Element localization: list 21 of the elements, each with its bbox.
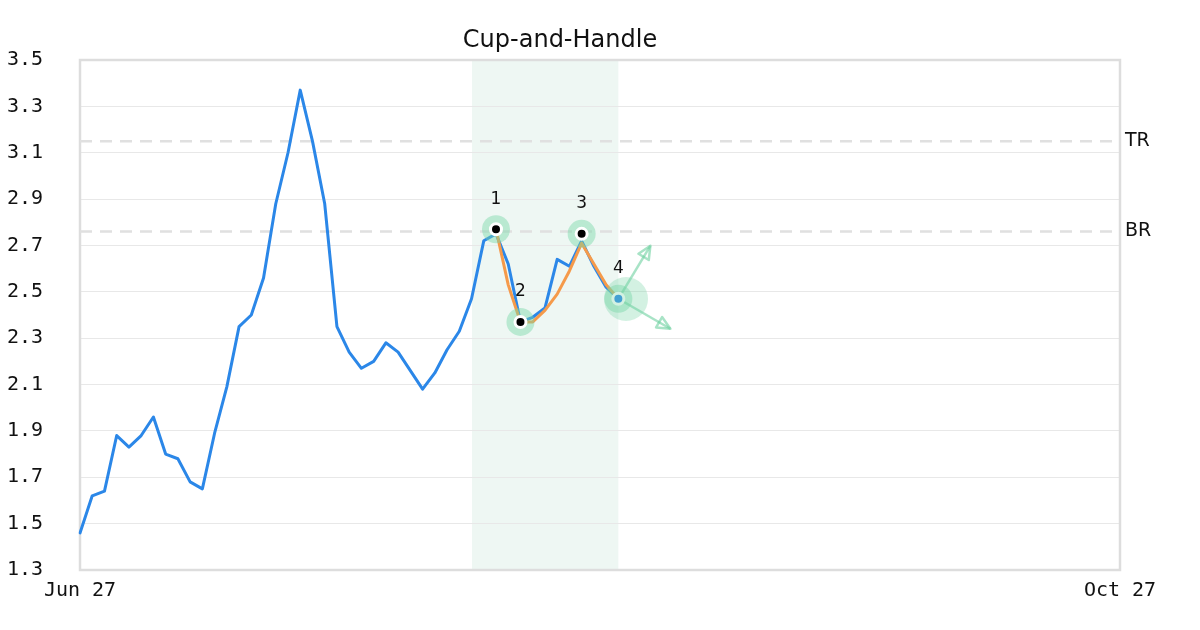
y-tick-label: 3.5 <box>6 46 43 71</box>
ref-line-label: BR <box>1125 218 1152 241</box>
annotation: 2 <box>515 280 526 301</box>
annotation: 3 <box>576 192 588 213</box>
y-tick-label: 3.1 <box>6 138 43 163</box>
y-tick-label: 1.7 <box>6 463 43 488</box>
y-tick-label: 2.7 <box>6 231 43 256</box>
y-tick-label: 2.9 <box>6 185 43 210</box>
y-tick-label: 1.3 <box>6 556 43 581</box>
y-tick-label: 1.9 <box>6 417 43 442</box>
y-tick-label: 1.5 <box>6 509 43 534</box>
x-tick-label: Jun 27 <box>43 577 117 602</box>
x-tick-label: Oct 27 <box>1083 577 1157 602</box>
chart-title: Cup-and-Handle <box>462 24 658 53</box>
annotation: 1 <box>490 187 502 208</box>
ref-line-label: TR <box>1124 128 1150 151</box>
y-tick-label: 2.1 <box>6 370 43 395</box>
y-tick-label: 2.5 <box>6 278 43 303</box>
y-tick-label: 2.3 <box>6 324 43 349</box>
annotation: 4 <box>612 257 624 278</box>
y-tick-label: 3.3 <box>6 92 43 117</box>
